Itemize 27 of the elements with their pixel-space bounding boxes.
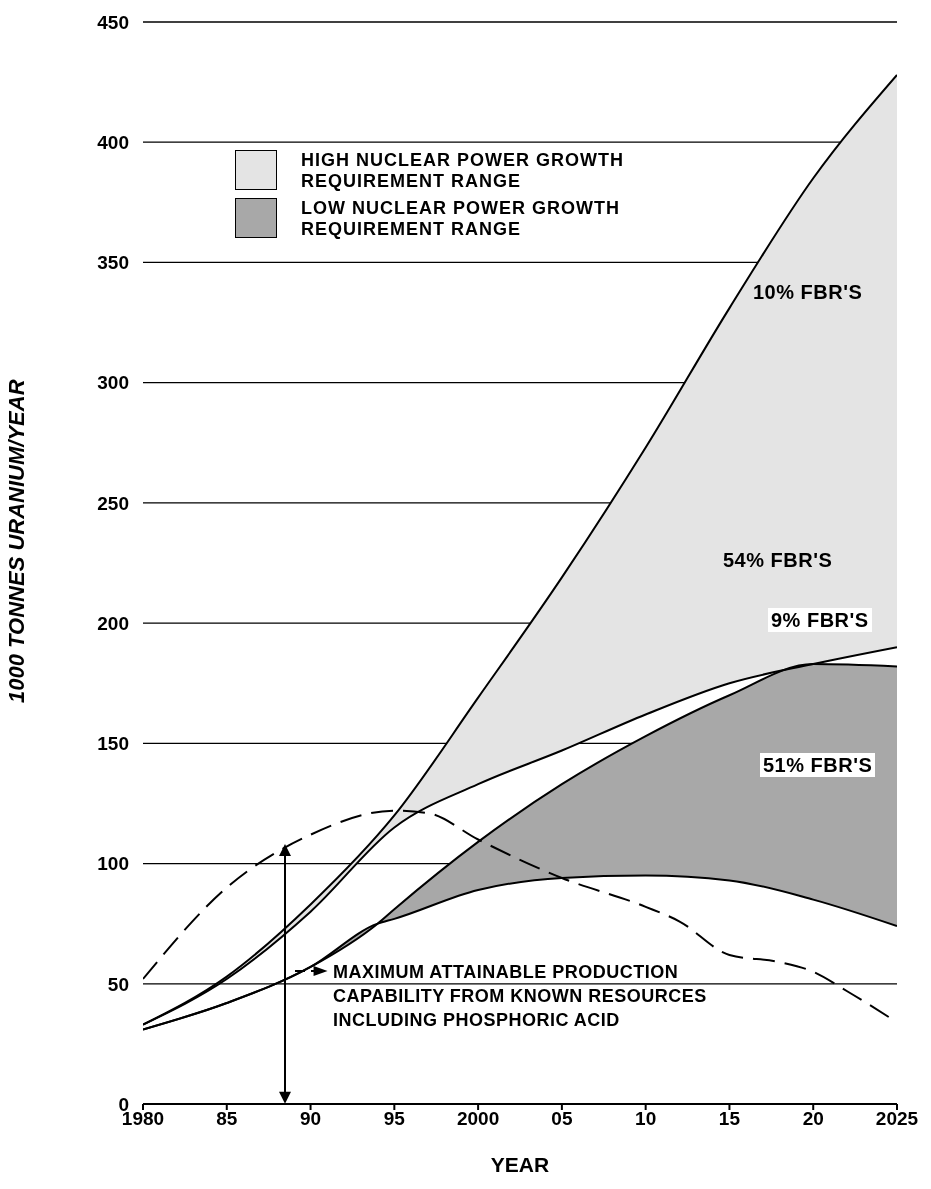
annotation: 51% FBR'S (760, 753, 876, 777)
legend-label: LOW NUCLEAR POWER GROWTH REQUIREMENT RANGE (301, 198, 621, 240)
x-tick-label: 10 (635, 1108, 657, 1130)
y-tick-label: 450 (97, 11, 129, 33)
x-tick-label: 95 (383, 1108, 406, 1130)
y-tick-label: 300 (97, 372, 129, 394)
y-tick-label: 350 (97, 252, 129, 274)
annotation: 54% FBR'S (722, 548, 834, 572)
x-axis-title: YEAR (490, 1153, 550, 1176)
x-tick-label: 20 (802, 1108, 824, 1130)
x-tick-label: 15 (718, 1108, 741, 1130)
y-tick-label: 50 (107, 973, 129, 995)
y-tick-label: 200 (97, 612, 129, 634)
y-tick-label: 150 (97, 733, 129, 755)
x-tick-label: 05 (551, 1108, 573, 1130)
x-tick-label: 2025 (875, 1108, 919, 1130)
x-tick-label: 90 (299, 1108, 322, 1130)
y-tick-label: 250 (97, 492, 129, 514)
x-tick-label: 85 (216, 1108, 238, 1130)
x-tick-label: 2000 (456, 1108, 500, 1130)
y-axis-title: 1000 TONNES URANIUM/YEAR (3, 379, 29, 703)
annotation: 10% FBR'S (752, 280, 864, 304)
legend-label: HIGH NUCLEAR POWER GROWTH REQUIREMENT RANGE (301, 150, 625, 192)
y-tick-label: 100 (97, 853, 129, 875)
annotation: 9% FBR'S (768, 608, 872, 632)
y-tick-label: 400 (97, 131, 129, 153)
annotation: MAXIMUM ATTAINABLE PRODUCTION CAPABILITY FROM KNOWN RESOURCES INCLUDING PHOSPHORIC ACID (332, 961, 708, 1032)
